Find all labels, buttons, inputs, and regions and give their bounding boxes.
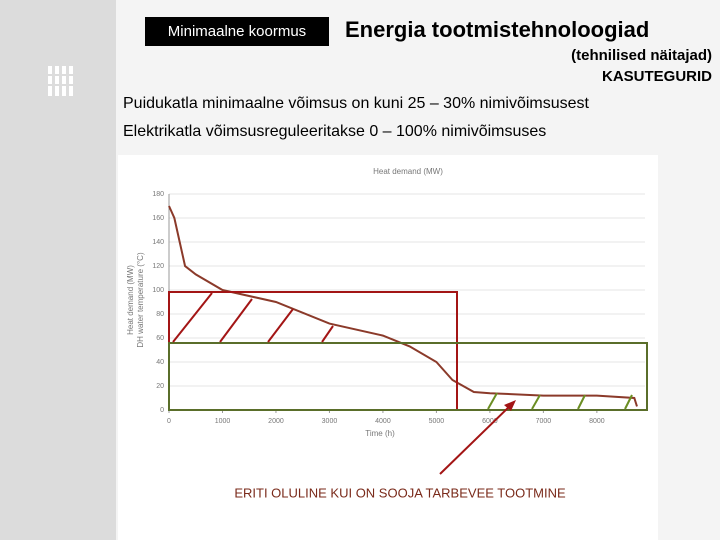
y-tick-label: 20 [156,383,164,390]
subtitle: KASUTEGURID [602,68,712,85]
title: Energia tootmistehnoloogiad [345,17,649,42]
x-tick-label: 4000 [375,418,391,425]
x-tick-label: 1000 [215,418,231,425]
chart-bg [118,155,658,540]
y-tick-label: 80 [156,311,164,318]
annotations [168,291,648,475]
y-tick-label: 40 [156,359,164,366]
bullet: Puidukatla minimaalne võimsus on kuni 25… [123,95,590,112]
line [168,205,638,407]
y-label: Heat demand (MW) [126,265,135,335]
x-tick-label: 6000 [482,418,498,425]
note: ERITI OLULINE KUI ON SOOJA TARBEVEE TOOT… [234,485,566,500]
y-tick-label: 140 [152,239,164,246]
y-tick-label: 180 [152,191,164,198]
x-tick-label: 3000 [322,418,338,425]
x-tick-label: 8000 [589,418,605,425]
x-tick-label: 2000 [268,418,284,425]
label-box [145,17,329,46]
label-box-text: Minimaalne koormus [168,23,306,40]
x-tick-label: 5000 [429,418,445,425]
y-label: DH water temperature (°C) [136,252,145,348]
bullet: Elektrikatla võimsusreguleeritakse 0 – 1… [123,123,546,140]
x-tick-label: 7000 [536,418,552,425]
y-tick-label: 160 [152,215,164,222]
y-tick-label: 120 [152,263,164,270]
x-tick-label: 0 [167,418,171,425]
y-tick-label: 100 [152,287,164,294]
y-tick-label: 0 [160,407,164,414]
y-tick-label: 60 [156,335,164,342]
subtitle: (tehnilised näitajad) [571,47,712,64]
chart-title: Heat demand (MW) [373,167,443,176]
logo [44,66,77,96]
x-label: Time (h) [365,429,395,438]
